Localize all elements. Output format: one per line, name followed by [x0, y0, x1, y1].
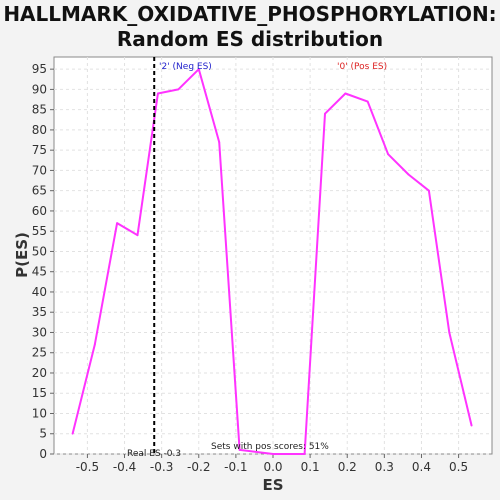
x-tick-label: -0.3 — [150, 460, 173, 474]
y-tick-label: 40 — [32, 285, 47, 299]
chart-title-line-2: Random ES distribution — [116, 27, 384, 51]
y-tick-label: 70 — [32, 163, 47, 177]
y-tick-label: 15 — [32, 386, 47, 400]
data-point — [218, 141, 221, 143]
data-point — [387, 153, 389, 156]
data-point — [197, 68, 200, 71]
x-axis-ticks: -0.5 -0.4 -0.3 -0.2 -0.1 0.0 0.1 0.2 0.3 0.4 0.5 — [76, 454, 468, 474]
data-point — [157, 92, 159, 95]
pos-es-label: '0' (Pos ES) — [337, 62, 387, 72]
data-point — [116, 222, 119, 224]
y-tick-label: 75 — [32, 143, 47, 157]
data-point — [324, 112, 326, 115]
data-point — [448, 331, 451, 334]
data-point — [238, 449, 241, 451]
x-tick-label: -0.4 — [113, 460, 136, 474]
chart-title-line-1: HALLMARK_OXIDATIVE_PHOSPHORYLATION: — [3, 2, 497, 26]
y-tick-label: 45 — [32, 265, 47, 279]
data-point — [344, 92, 347, 95]
x-tick-label: 0.5 — [449, 460, 468, 474]
y-tick-label: 50 — [32, 244, 47, 258]
data-point — [366, 100, 369, 103]
y-tick-label: 85 — [32, 103, 47, 117]
chart-title: HALLMARK_OXIDATIVE_PHOSPHORYLATION: Rand… — [0, 2, 500, 52]
y-tick-label: 5 — [39, 427, 47, 441]
data-point — [93, 343, 96, 346]
y-tick-label: 0 — [39, 447, 47, 461]
y-tick-label: 35 — [32, 305, 47, 319]
x-tick-label: 0.1 — [301, 460, 320, 474]
x-tick-label: 0.0 — [263, 460, 282, 474]
y-tick-label: 95 — [32, 62, 47, 76]
data-point — [177, 88, 180, 91]
x-tick-label: 0.3 — [375, 460, 394, 474]
grid-lines — [54, 57, 492, 455]
pos-scores-label: Sets with pos scores: 51% — [211, 442, 329, 452]
data-point — [272, 453, 274, 455]
y-tick-label: 90 — [32, 82, 47, 96]
data-point — [470, 424, 473, 427]
data-point — [427, 189, 430, 192]
y-tick-label: 65 — [32, 184, 47, 198]
data-point — [71, 432, 74, 435]
x-tick-label: -0.5 — [76, 460, 99, 474]
x-axis-label: ES — [262, 476, 283, 494]
x-tick-label: 0.4 — [412, 460, 431, 474]
y-tick-label: 25 — [32, 346, 47, 360]
series-layer — [71, 68, 473, 455]
y-tick-label: 10 — [32, 406, 47, 420]
y-tick-label: 20 — [32, 366, 47, 380]
x-tick-label: 0.2 — [338, 460, 357, 474]
y-axis-ticks: 0 5 10 15 20 25 30 35 40 45 50 55 60 65 70 75 80 85 90 95 — [32, 62, 54, 461]
y-axis-label: P(ES) — [13, 232, 31, 278]
real-es-label: Real ES -0.3 — [127, 449, 181, 459]
y-tick-label: 55 — [32, 224, 47, 238]
y-tick-label: 60 — [32, 204, 47, 218]
y-tick-label: 80 — [32, 123, 47, 137]
y-tick-label: 30 — [32, 325, 47, 339]
data-point — [136, 234, 139, 237]
x-tick-label: -0.1 — [224, 460, 247, 474]
data-point — [407, 173, 410, 176]
data-point — [303, 453, 306, 455]
x-tick-label: -0.2 — [187, 460, 210, 474]
neg-es-label: '2' (Neg ES) — [159, 62, 212, 72]
